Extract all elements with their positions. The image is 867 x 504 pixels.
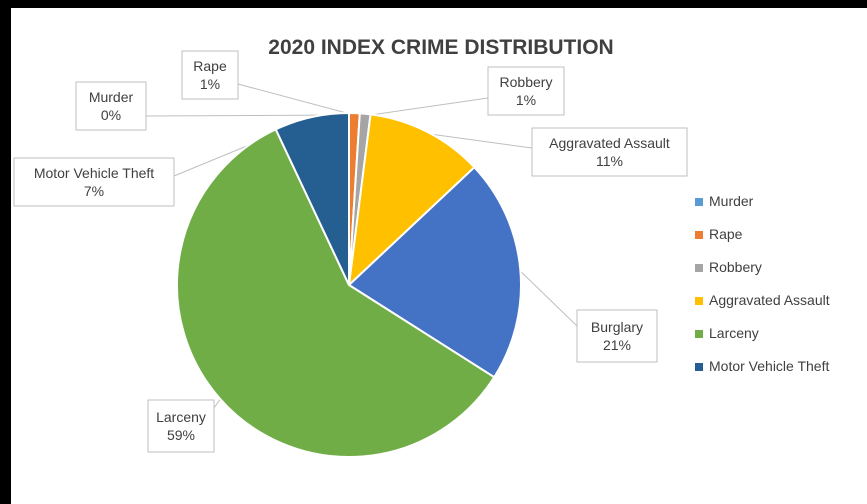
legend-swatch-robbery <box>695 264 703 272</box>
data-label-box-larceny <box>147 399 215 453</box>
data-label-value-murder: 0% <box>101 107 121 123</box>
leader-line-aggravated-assault <box>426 133 533 149</box>
legend-label-rape: Rape <box>709 226 743 242</box>
legend-label-murder: Murder <box>709 193 754 209</box>
data-label-value-robbery: 1% <box>516 92 536 108</box>
legend-label-aggravated-assault: Aggravated Assault <box>709 292 830 308</box>
data-label-name-murder: Murder <box>89 89 134 105</box>
data-label-name-rape: Rape <box>193 58 227 74</box>
leader-line-robbery <box>364 97 489 117</box>
leader-line-burglary <box>517 268 578 327</box>
pie-chart: 2020 INDEX CRIME DISTRIBUTION Murder 0% Ra… <box>13 36 830 459</box>
leader-line-rape <box>237 83 355 116</box>
leader-line-murder <box>145 114 350 117</box>
legend-label-robbery: Robbery <box>709 259 762 275</box>
data-label-name-burglary: Burglary <box>591 319 643 335</box>
data-label-value-burglary: 21% <box>603 337 631 353</box>
data-label-name-motor-vehicle-theft: Motor Vehicle Theft <box>34 165 154 181</box>
data-label-box-robbery <box>487 66 565 116</box>
data-label-value-aggravated-assault: 11% <box>596 153 623 169</box>
legend-swatch-larceny <box>695 330 703 338</box>
data-label-box-aggravated-assault <box>531 127 688 177</box>
slice-burglary <box>347 165 522 379</box>
data-label-name-robbery: Robbery <box>500 74 553 90</box>
data-label-value-motor-vehicle-theft: 7% <box>84 183 104 199</box>
legend-swatch-motor-vehicle-theft <box>695 363 703 371</box>
legend-swatch-rape <box>695 231 703 239</box>
chart-frame: 2020 INDEX CRIME DISTRIBUTION Murder 0% Ra… <box>11 8 867 504</box>
legend-label-larceny: Larceny <box>709 325 759 341</box>
slice-motor-vehicle-theft <box>274 111 350 286</box>
legend-label-motor-vehicle-theft: Motor Vehicle Theft <box>709 358 829 374</box>
data-label-value-larceny: 59% <box>167 427 195 443</box>
slice-aggravated-assault <box>347 113 476 288</box>
legend-swatch-aggravated-assault <box>695 297 703 305</box>
data-label-box-murder <box>75 81 147 131</box>
slice-larceny <box>175 128 496 459</box>
data-label-box-burglary <box>576 309 658 363</box>
data-label-value-rape: 1% <box>200 76 220 92</box>
legend-swatch-murder <box>695 198 703 206</box>
chart-title: 2020 INDEX CRIME DISTRIBUTION <box>268 36 613 59</box>
data-label-box-rape <box>181 50 239 100</box>
data-label-name-aggravated-assault: Aggravated Assault <box>549 135 670 151</box>
data-label-name-larceny: Larceny <box>156 409 206 425</box>
data-label-box-motor-vehicle-theft <box>13 157 175 207</box>
